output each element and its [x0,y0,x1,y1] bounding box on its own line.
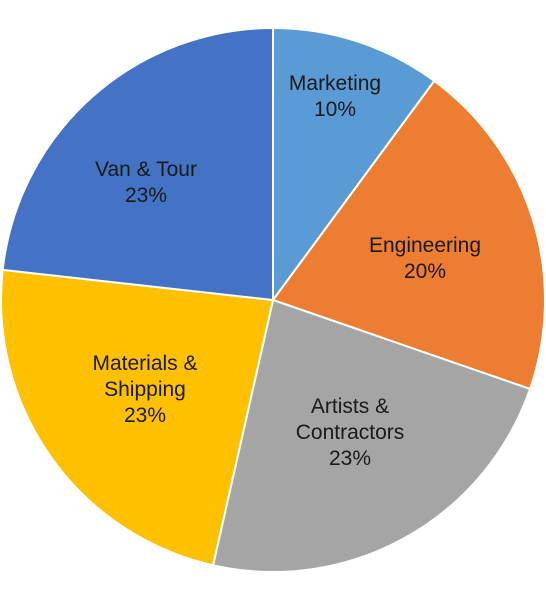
pie-slice-percent: 20% [404,260,446,283]
pie-labels: Marketing 10% Engineering 20% Artists & Contr… [92,72,481,470]
pie-slice [1,27,274,301]
pie-slice-percent: 23% [124,404,166,427]
pie-slice-name: Contractors [296,421,405,444]
pie-slice-label: Van & Tour 23% [95,158,197,207]
pie-slice-label: Marketing 10% [289,72,381,121]
pie-slice-name: Shipping [104,378,186,401]
pie-slice-label: Artists & Contractors 23% [296,395,405,470]
pie-slice-name: Artists & [311,395,389,418]
pie-slice [212,299,532,573]
pie-slice-label: Engineering 20% [369,234,481,283]
pie-slice [0,268,274,567]
pie-slices [0,27,546,573]
pie-slice-percent: 23% [125,184,167,207]
pie-slice-name: Van & Tour [95,158,197,181]
pie-slice-percent: 10% [314,98,356,121]
pie-slice-label: Materials & Shipping 23% [92,352,197,427]
pie-slice [272,79,546,390]
pie-slice-name: Materials & [92,352,197,375]
pie-slice-name: Engineering [369,234,481,257]
pie-slice [272,27,436,301]
pie-slice-name: Marketing [289,72,381,95]
pie-slice-percent: 23% [329,447,371,470]
